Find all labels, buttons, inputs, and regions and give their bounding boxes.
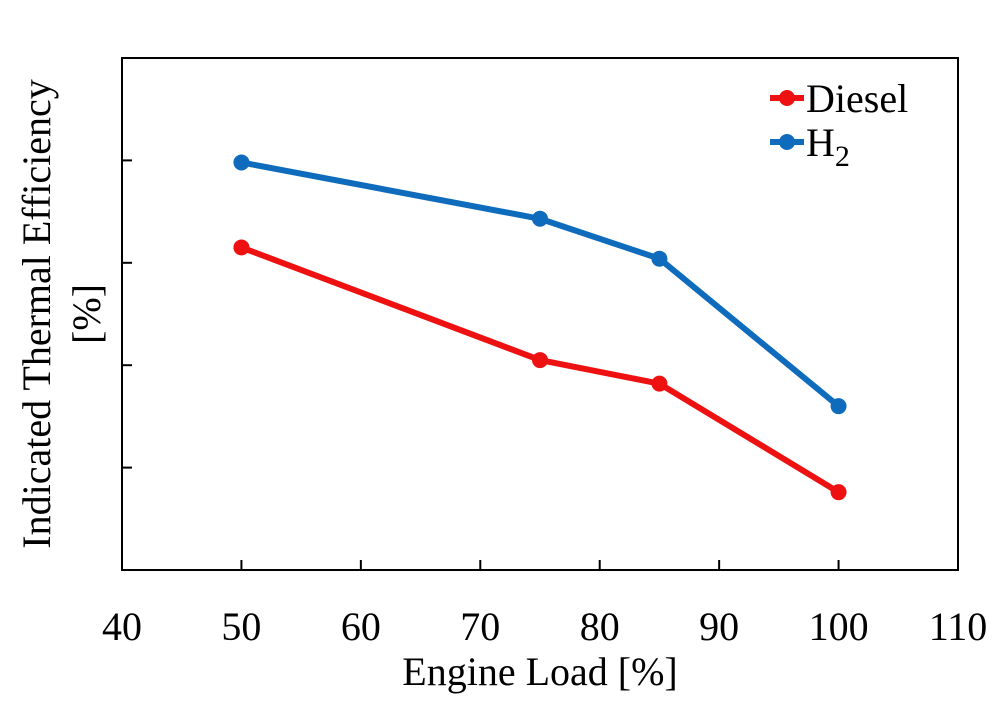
legend-swatch-marker [779, 90, 795, 106]
x-tick-label: 80 [580, 604, 620, 649]
legend-item: Diesel [770, 76, 908, 121]
data-point [651, 375, 668, 392]
series-h2 [233, 154, 847, 415]
x-axis-tick-labels: 40 50 60 70 80 90 100 110 [102, 604, 987, 649]
x-tick-label: 110 [929, 604, 988, 649]
data-point [830, 484, 847, 501]
data-point [830, 398, 847, 415]
y-axis-title-line1: Indicated Thermal Efficiency [14, 79, 59, 548]
series-line [240, 159, 841, 409]
legend-label: H2 [806, 120, 850, 173]
data-point [651, 250, 668, 267]
legend-label-main: Diesel [806, 76, 908, 121]
x-tick-label: 100 [809, 604, 869, 649]
data-point [532, 210, 548, 227]
x-tick-label: 60 [341, 604, 381, 649]
data-point [233, 239, 250, 256]
legend-swatch-marker [779, 134, 795, 150]
x-axis-title: Engine Load [%] [402, 649, 677, 694]
data-point [532, 352, 548, 369]
y-axis-ticks [122, 159, 132, 469]
x-axis-ticks [240, 560, 840, 570]
series-diesel [233, 239, 847, 501]
x-tick-label: 90 [699, 604, 739, 649]
y-axis-title-line2: [%] [64, 284, 109, 344]
x-tick-label: 40 [102, 604, 142, 649]
x-tick-label: 50 [221, 604, 261, 649]
series-line [240, 244, 841, 495]
legend-label-main: H [806, 120, 835, 165]
legend-label-subscript: 2 [835, 140, 850, 173]
plot-frame [121, 57, 959, 571]
x-tick-label: 70 [460, 604, 500, 649]
series-layer [233, 154, 847, 501]
legend-item: H2 [770, 120, 850, 173]
legend-label: Diesel [806, 76, 908, 121]
data-point [233, 154, 250, 171]
